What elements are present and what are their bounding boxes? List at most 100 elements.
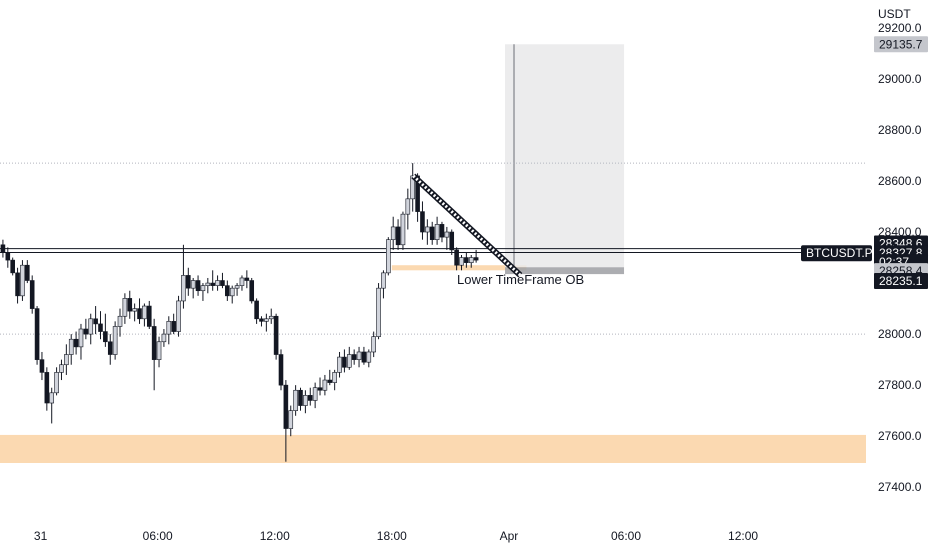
candle xyxy=(332,369,337,391)
candle-body xyxy=(337,356,342,373)
candle xyxy=(0,239,6,258)
candle xyxy=(225,280,230,301)
candle-body xyxy=(376,287,381,337)
candle-body xyxy=(273,315,279,355)
candle xyxy=(249,277,255,304)
candle-body xyxy=(386,239,391,274)
candle xyxy=(298,387,303,411)
price-axis-tag-bg xyxy=(874,36,928,53)
candle xyxy=(156,336,162,368)
candle xyxy=(283,380,289,462)
candle xyxy=(288,405,294,437)
candle xyxy=(83,318,89,340)
candle-body xyxy=(25,264,30,281)
candle-body xyxy=(254,300,259,320)
candle-body xyxy=(268,315,274,320)
candle xyxy=(34,306,40,365)
candle-body xyxy=(454,249,459,266)
candle-body xyxy=(425,226,430,233)
candle xyxy=(434,216,440,245)
candle xyxy=(366,349,372,368)
price-axis-tag-bg xyxy=(874,273,928,290)
candle-body xyxy=(93,318,98,325)
candle xyxy=(190,277,196,299)
candle-body xyxy=(64,354,69,366)
candle xyxy=(20,260,25,301)
candle xyxy=(200,283,206,301)
candle-body xyxy=(259,318,264,322)
candle xyxy=(142,303,147,327)
candle-body xyxy=(420,211,425,233)
candle xyxy=(386,237,391,276)
candle-body xyxy=(464,257,469,263)
candle-body xyxy=(83,328,89,335)
candle xyxy=(468,255,474,268)
candle-body xyxy=(171,321,176,332)
candle-body xyxy=(10,259,15,274)
candle xyxy=(449,229,455,255)
candle xyxy=(400,211,406,250)
candle-body xyxy=(229,287,235,297)
candle xyxy=(205,277,211,294)
candle-body xyxy=(137,308,142,320)
candle-body xyxy=(278,354,284,386)
candle xyxy=(264,313,269,332)
candle-body xyxy=(161,333,167,343)
candle xyxy=(59,359,64,381)
candle-body xyxy=(239,277,245,286)
candle xyxy=(68,334,74,365)
candle xyxy=(122,293,128,324)
candle-body xyxy=(390,226,396,240)
candle-body xyxy=(190,280,196,289)
candle xyxy=(49,387,55,424)
candle-body xyxy=(234,285,240,289)
candle-body xyxy=(434,224,440,240)
candle xyxy=(64,344,69,375)
candle xyxy=(10,257,15,276)
candle-body xyxy=(205,282,211,286)
candle-body xyxy=(371,336,376,353)
candle xyxy=(293,385,298,416)
candle-body xyxy=(103,331,108,343)
candle xyxy=(93,306,98,335)
candle-body xyxy=(34,308,40,360)
candle xyxy=(351,349,357,365)
candle xyxy=(15,267,20,304)
candle-body xyxy=(88,318,94,335)
candle xyxy=(195,275,201,296)
candle xyxy=(390,216,396,250)
candle xyxy=(117,308,123,337)
candle xyxy=(307,387,313,406)
candle xyxy=(454,247,459,271)
candle-body xyxy=(54,372,59,394)
candle xyxy=(254,298,259,324)
candle-body xyxy=(15,272,20,297)
candle-body xyxy=(356,351,362,360)
candle xyxy=(112,321,118,360)
symbol-tag-bg xyxy=(801,245,872,262)
candle xyxy=(425,219,430,245)
candle-body xyxy=(122,298,128,317)
candle xyxy=(161,329,167,347)
candle xyxy=(312,382,318,409)
candle xyxy=(322,374,328,396)
candle-body xyxy=(29,280,35,309)
candle xyxy=(444,226,450,250)
price-axis-tag: 28235.1 xyxy=(874,273,928,290)
candle-body xyxy=(342,356,347,368)
price-unit-label: USDT xyxy=(878,7,911,21)
candle xyxy=(103,313,108,347)
candle-body xyxy=(264,318,269,322)
candle xyxy=(215,275,220,291)
candle-body xyxy=(298,389,303,406)
candle xyxy=(420,201,425,240)
candle-body xyxy=(346,354,352,368)
candle-body xyxy=(176,300,181,332)
candle-body xyxy=(312,387,318,401)
candle-body xyxy=(410,175,416,200)
candle xyxy=(473,249,479,263)
position-stop-area xyxy=(505,267,625,275)
price-axis-tag-text: 28235.1 xyxy=(879,274,923,288)
candle xyxy=(429,221,435,245)
